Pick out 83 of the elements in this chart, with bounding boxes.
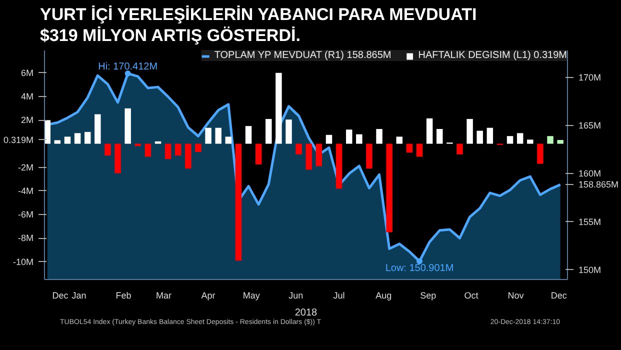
bar <box>296 144 302 154</box>
x-tick-label: Dec <box>52 290 69 300</box>
x-tick-label: Jan <box>72 290 86 300</box>
bar <box>537 144 544 164</box>
y-tick-label: -6M <box>18 210 34 220</box>
bar <box>144 144 152 157</box>
x-tick-label: Feb <box>116 290 132 300</box>
bar <box>175 144 182 156</box>
bar <box>466 118 473 144</box>
bar <box>366 144 372 169</box>
y-tick-label: 4M <box>21 92 34 102</box>
x-tick-label: Oct <box>464 290 479 300</box>
x-tick-label: Sep <box>420 290 436 300</box>
bar <box>245 126 252 144</box>
bar <box>124 108 131 144</box>
bar <box>416 144 423 157</box>
y-tick-label: -10M <box>12 256 34 267</box>
bar <box>336 144 342 189</box>
bar <box>114 144 121 174</box>
bar <box>54 140 61 144</box>
bar <box>154 141 162 144</box>
y-tick-label: 0.319M <box>3 134 34 145</box>
bar <box>527 140 534 144</box>
bar <box>406 144 413 153</box>
y2-tick-label: 165M <box>578 120 602 131</box>
y2-tick-label: 158.865M <box>578 180 619 190</box>
x-tick-label: Jun <box>288 290 304 300</box>
y-tick-label: -4M <box>18 186 34 196</box>
y-tick-label: 6M <box>21 68 34 78</box>
bar <box>44 120 50 144</box>
bar <box>306 144 312 170</box>
bar <box>456 144 463 154</box>
chart-title: YURT İÇİ YERLEŞİKLERİN YABANCI PARA MEVDUATI $319 MİLYON ARTIŞ GÖSTERDİ. <box>40 4 477 46</box>
x-tick-label: Mar <box>156 290 172 300</box>
bar <box>396 136 403 144</box>
bar <box>255 144 262 164</box>
bar <box>235 144 242 261</box>
x-tick-label: Aug <box>376 290 392 300</box>
bar <box>286 120 292 144</box>
bar <box>326 134 332 144</box>
y2-tick-label: 155M <box>578 216 602 227</box>
x-tick-label: May <box>242 290 260 300</box>
bar <box>506 136 514 144</box>
x-tick-label: Apr <box>201 290 216 300</box>
y2-tick-label: 170M <box>578 72 602 82</box>
x-tick-label: Jul <box>333 290 345 300</box>
bar <box>164 144 172 160</box>
bar <box>266 118 272 144</box>
y-tick-label: -8M <box>18 233 34 244</box>
bar <box>436 128 443 144</box>
bar <box>74 133 81 144</box>
bar <box>195 144 202 152</box>
bar <box>94 114 101 144</box>
bar <box>104 144 111 156</box>
bar <box>426 118 433 144</box>
bar <box>376 128 382 144</box>
bar <box>316 144 322 166</box>
y-tick-label: 2M <box>21 115 34 126</box>
bar <box>276 72 282 144</box>
bar <box>215 128 222 144</box>
bar <box>205 128 212 144</box>
y-tick-label: -2M <box>18 162 34 172</box>
bar <box>476 130 483 144</box>
annotation: Low: 150.901M <box>385 263 454 274</box>
bar <box>486 128 494 144</box>
bar <box>356 134 362 144</box>
y2-tick-label: 150M <box>578 264 602 275</box>
bar <box>84 132 91 144</box>
bar <box>386 144 392 232</box>
annotation: Hi: 170.412M <box>98 61 158 72</box>
legend-label: HAFTALIK DEGISIM (L1) 0.319M <box>418 50 567 61</box>
bar <box>516 133 524 144</box>
bar <box>185 144 192 169</box>
x-tick-label: Dec <box>550 290 568 300</box>
x-axis-title: 2018 <box>294 308 318 318</box>
x-tick-label: Nov <box>508 290 524 300</box>
bar <box>64 136 71 144</box>
bar <box>346 130 352 144</box>
bar <box>557 140 564 144</box>
y2-tick-label: 160M <box>578 168 602 179</box>
legend-label: TOPLAM YP MEVDUAT (R1) 158.865M <box>214 50 392 61</box>
bar <box>547 136 554 144</box>
bar <box>225 136 232 144</box>
